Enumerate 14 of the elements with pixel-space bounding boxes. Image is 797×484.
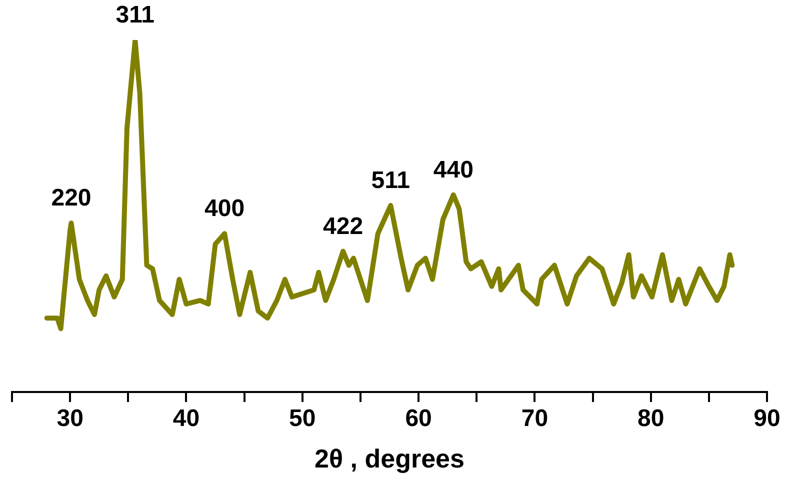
x-tick-label: 80 — [637, 405, 664, 432]
x-tick-label: 50 — [289, 405, 316, 432]
annotation: 511 — [371, 167, 410, 194]
x-tick-label: 60 — [405, 405, 432, 432]
x-tick-label: 90 — [754, 405, 780, 432]
annotation: 400 — [204, 195, 245, 222]
annotation: 440 — [433, 156, 474, 184]
x-tick-label: 30 — [56, 405, 84, 432]
annotation: 220 — [51, 184, 92, 212]
annotation: 311 — [116, 2, 154, 29]
x-axis-title: 2θ , degrees — [314, 444, 464, 474]
annotation: 422 — [323, 212, 364, 240]
x-tick-label: 40 — [172, 405, 200, 432]
x-tick-label: 70 — [521, 405, 548, 432]
